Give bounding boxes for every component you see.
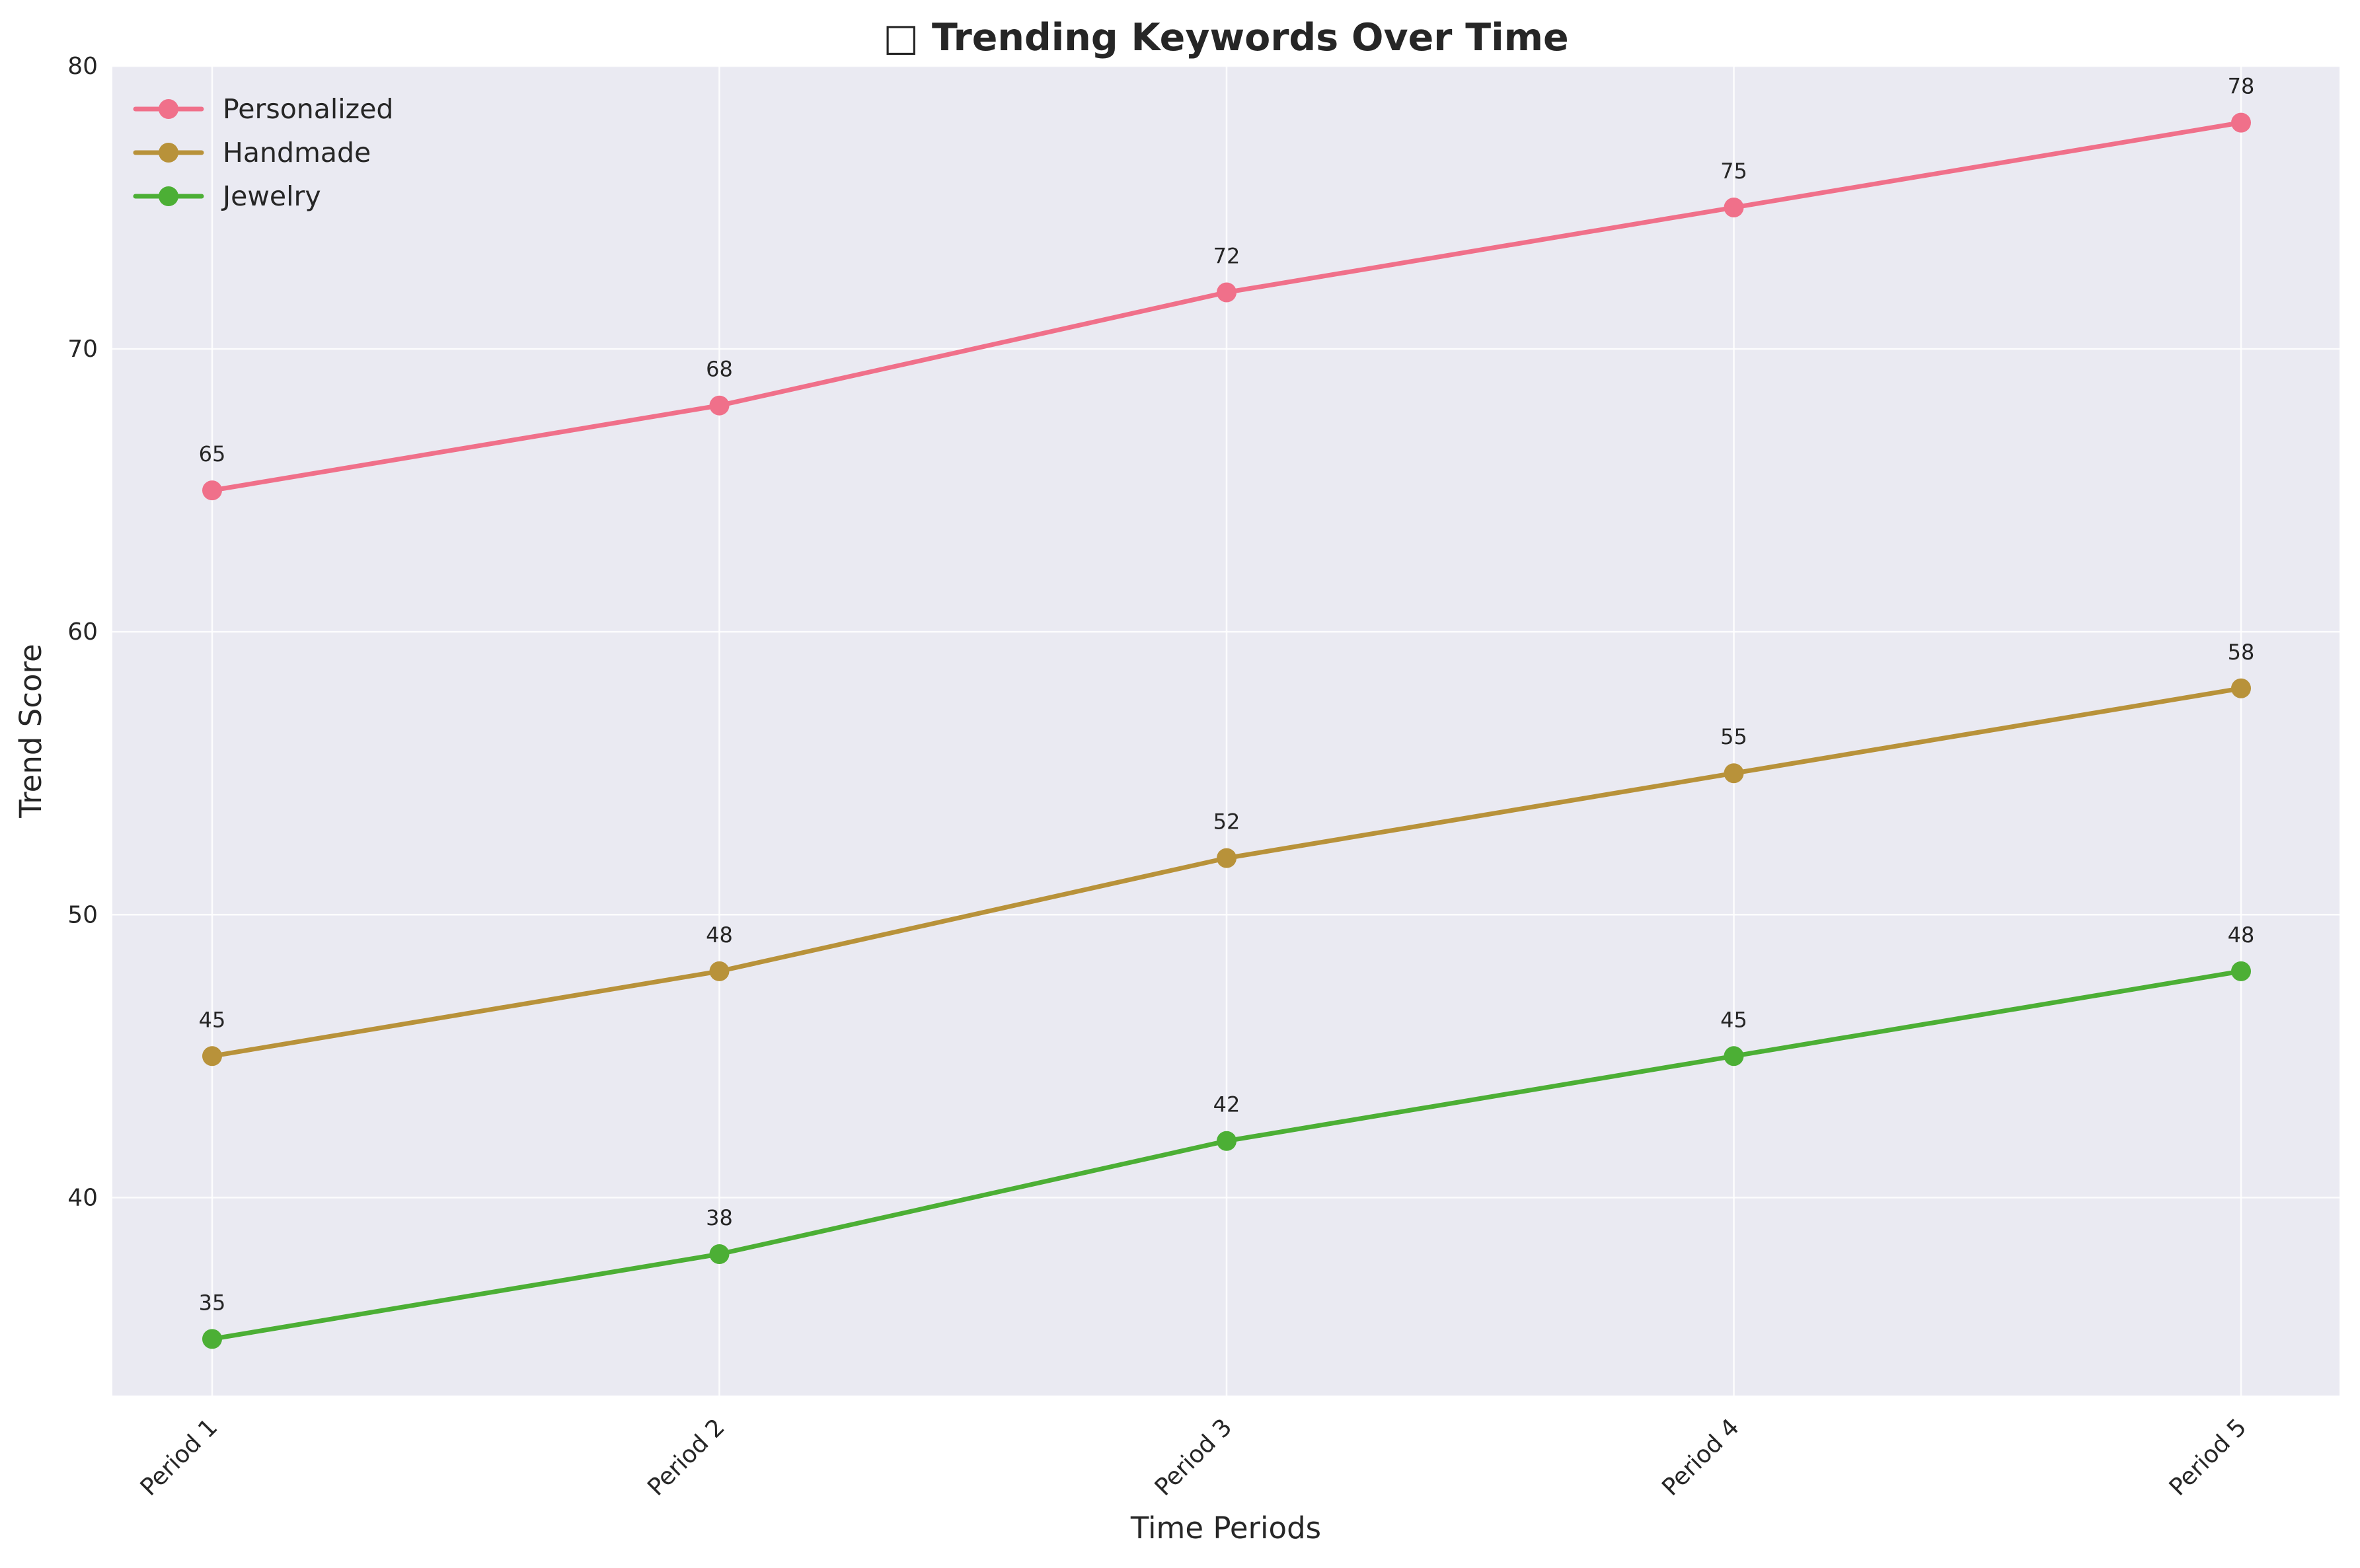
y-tick-label: 60 [67, 618, 98, 646]
data-label: 45 [199, 1007, 226, 1032]
chart-title: □ Trending Keywords Over Time [883, 16, 1568, 59]
data-label: 48 [2228, 922, 2255, 948]
data-point [1724, 1046, 1744, 1066]
series-personalized: 65 68 72 75 78 [199, 74, 2255, 501]
data-label: 48 [706, 922, 733, 948]
data-point [2231, 678, 2251, 698]
data-label: 42 [1213, 1092, 1240, 1117]
x-tick-label: Period 5 [2164, 1413, 2252, 1501]
data-label: 52 [1213, 809, 1240, 835]
data-label: 35 [199, 1290, 226, 1315]
data-label: 75 [1720, 159, 1747, 184]
legend-marker [159, 186, 178, 206]
legend-marker [159, 143, 178, 163]
series-jewelry: 35 38 42 45 48 [199, 922, 2255, 1349]
data-label: 78 [2228, 74, 2255, 99]
legend-marker [159, 99, 178, 119]
data-label: 68 [706, 357, 733, 382]
data-point [2231, 112, 2251, 133]
y-tick-label: 70 [67, 336, 98, 363]
y-tick-label: 80 [67, 53, 98, 80]
data-point [1217, 282, 1237, 303]
data-point [1724, 763, 1744, 784]
x-tick-label: Period 3 [1150, 1413, 1238, 1501]
series-layer: 65 68 72 75 78 45 48 52 55 58 35 38 42 45 48 [199, 74, 2255, 1349]
legend-item: Handmade [133, 137, 371, 168]
legend-label: Jewelry [221, 180, 321, 212]
data-point [709, 1244, 730, 1264]
legend-item: Jewelry [133, 180, 321, 212]
legend: Personalized Handmade Jewelry [133, 93, 393, 212]
y-axis-label: Trend Score [13, 644, 48, 819]
data-point [2231, 961, 2251, 981]
legend-label: Personalized [223, 93, 393, 125]
data-point [709, 961, 730, 981]
y-tick-label: 40 [67, 1184, 98, 1211]
data-point [1217, 848, 1237, 868]
data-point [709, 395, 730, 416]
x-tick-label: Period 2 [642, 1413, 730, 1501]
data-label: 65 [199, 441, 226, 467]
y-tick-label: 50 [67, 901, 98, 928]
x-tick-label: Period 4 [1657, 1413, 1745, 1501]
data-point [1217, 1131, 1237, 1151]
x-tick-label: Period 1 [135, 1413, 223, 1501]
x-axis-label: Time Periods [1130, 1511, 1321, 1546]
series-handmade: 45 48 52 55 58 [199, 640, 2255, 1066]
data-label: 45 [1720, 1007, 1747, 1032]
data-label: 55 [1720, 724, 1747, 749]
data-point [202, 1329, 222, 1349]
data-point [202, 480, 222, 501]
legend-item: Personalized [133, 93, 393, 125]
legend-label: Handmade [223, 137, 371, 168]
data-label: 72 [1213, 243, 1240, 268]
data-label: 38 [706, 1205, 733, 1230]
data-point [202, 1046, 222, 1066]
data-label: 58 [2228, 640, 2255, 665]
data-point [1724, 198, 1744, 218]
